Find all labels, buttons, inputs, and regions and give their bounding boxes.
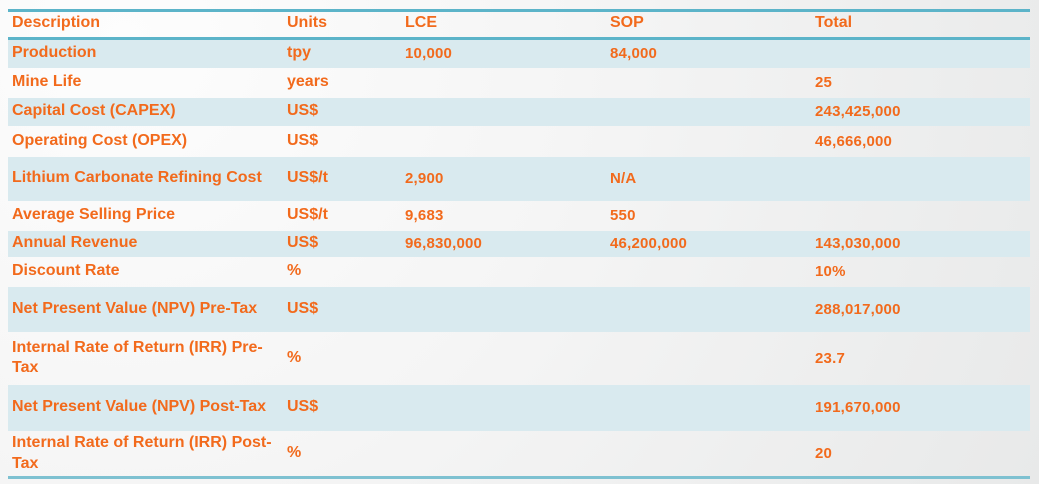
cell-description: Lithium Carbonate Refining Cost [12,169,262,187]
project-economics-table: Description Units LCE SOP Total Producti… [8,9,1030,480]
table-row: Internal Rate of Return (IRR) Pre-Tax % … [8,332,1030,385]
cell-description: Net Present Value (NPV) Pre-Tax [12,299,258,317]
cell-sop-value [607,68,812,98]
table-header-row: Description Units LCE SOP Total [8,12,1030,37]
table-top-rule [8,9,1030,12]
column-header-units: Units [287,14,327,31]
table-bottom-rule [8,476,1030,480]
cell-lce-value [402,257,607,287]
cell-total-value: 20 [815,444,833,462]
cell-lce-value [402,385,607,431]
cell-description: Average Selling Price [12,206,176,224]
cell-lce-value [402,68,607,98]
cell-units: years [287,73,329,91]
cell-units: tpy [287,44,311,62]
cell-units: % [287,348,302,366]
cell-sop-value [607,385,812,431]
table-row: Discount Rate % 10% [8,257,1030,287]
table-row: Lithium Carbonate Refining Cost US$/t 2,… [8,156,1030,201]
cell-sop-value [607,332,812,385]
table-row: Net Present Value (NPV) Post-Tax US$ 191… [8,384,1030,431]
cell-units: US$ [287,299,319,317]
cell-total-value: 143,030,000 [815,235,901,253]
cell-lce-value [402,98,607,126]
cell-units: US$/t [287,169,328,187]
cell-total-value [812,157,1030,201]
cell-lce-value [402,126,607,157]
cell-sop-value [607,257,812,287]
cell-sop-value [607,126,812,157]
cell-lce-value: 96,830,000 [405,235,483,253]
cell-description: Annual Revenue [12,234,138,252]
column-header-sop: SOP [610,14,644,31]
cell-sop-value [607,431,812,477]
table-row: Annual Revenue US$ 96,830,000 46,200,000… [8,230,1030,257]
cell-units: US$ [287,131,319,149]
cell-total-value [812,40,1030,68]
table-row: Mine Life years 25 [8,68,1030,98]
cell-units: US$ [287,102,319,120]
cell-total-value: 10% [815,263,846,281]
column-header-lce: LCE [405,14,437,31]
cell-total-value: 46,666,000 [815,132,893,150]
cell-description: Production [12,44,97,62]
cell-sop-value [607,98,812,126]
column-header-description: Description [12,14,101,31]
column-header-total: Total [815,14,853,31]
cell-sop-value: N/A [610,170,637,188]
cell-units: US$ [287,234,319,252]
cell-lce-value: 10,000 [405,45,453,63]
cell-lce-value: 2,900 [405,170,444,188]
cell-description: Mine Life [12,73,82,91]
cell-sop-value [607,287,812,332]
cell-lce-value [402,332,607,385]
table-body: Production tpy 10,000 84,000 Mine Life y… [8,39,1030,477]
cell-description: Operating Cost (OPEX) [12,131,188,149]
cell-description: Net Present Value (NPV) Post-Tax [12,398,266,416]
cell-lce-value [402,431,607,477]
cell-units: US$/t [287,206,328,224]
cell-total-value: 25 [815,74,833,92]
cell-total-value: 191,670,000 [815,399,901,417]
cell-total-value: 288,017,000 [815,300,901,318]
cell-description: Internal Rate of Return (IRR) Pre-Tax [12,338,263,377]
table-row: Operating Cost (OPEX) US$ 46,666,000 [8,126,1030,157]
table-row: Internal Rate of Return (IRR) Post-Tax %… [8,431,1030,477]
cell-lce-value: 9,683 [405,207,444,225]
header-divider-rule [8,36,1030,40]
cell-sop-value: 46,200,000 [610,235,688,253]
cell-sop-value: 84,000 [610,45,658,63]
table-row: Production tpy 10,000 84,000 [8,39,1030,68]
cell-total-value: 243,425,000 [815,103,901,121]
table-row: Capital Cost (CAPEX) US$ 243,425,000 [8,97,1030,126]
cell-units: US$ [287,398,319,416]
cell-sop-value: 550 [610,207,636,225]
cell-units: % [287,444,302,462]
table-row: Net Present Value (NPV) Pre-Tax US$ 288,… [8,286,1030,332]
cell-description: Internal Rate of Return (IRR) Post-Tax [12,433,272,472]
cell-total-value: 23.7 [815,349,845,367]
cell-description: Capital Cost (CAPEX) [12,102,176,120]
cell-lce-value [402,287,607,332]
cell-description: Discount Rate [12,262,120,280]
cell-total-value [812,201,1030,231]
table-row: Average Selling Price US$/t 9,683 550 [8,201,1030,231]
cell-units: % [287,262,302,280]
